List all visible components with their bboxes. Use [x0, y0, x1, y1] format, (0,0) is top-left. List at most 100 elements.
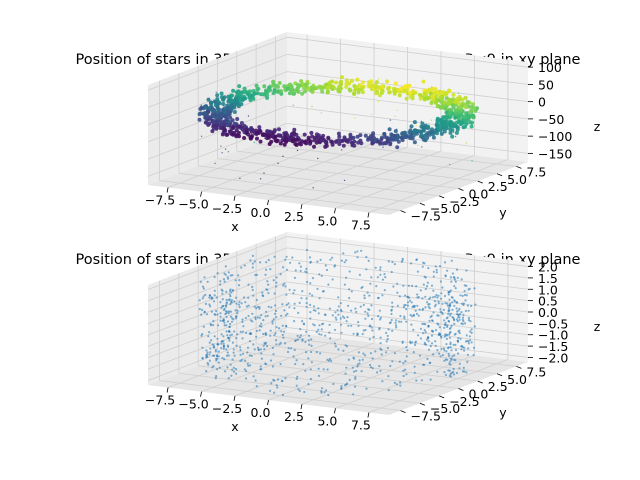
scatter-point [463, 105, 468, 110]
scatter-point [317, 157, 319, 160]
scatter-point [239, 330, 242, 333]
scatter-point [454, 124, 459, 129]
scatter-point [283, 309, 286, 312]
scatter-point [468, 287, 471, 290]
scatter-point [328, 357, 331, 361]
scatter-point [370, 141, 375, 146]
scatter-point [277, 162, 279, 165]
scatter-point [337, 305, 340, 308]
scatter-point [220, 126, 225, 131]
scatter-point [229, 363, 232, 366]
scatter-point [342, 349, 345, 352]
scatter-point [305, 271, 308, 274]
y-tick-mark [419, 202, 426, 206]
scatter-point [246, 351, 249, 354]
scatter-point [299, 334, 302, 337]
scatter-point [285, 303, 288, 306]
grid-line [147, 304, 288, 359]
scatter-point [232, 318, 235, 321]
y-tick-label: 2.5 [488, 179, 508, 194]
scatter-point [256, 316, 260, 319]
scatter-point [462, 320, 465, 323]
scatter-point [424, 331, 427, 334]
scatter-point [437, 302, 440, 305]
y-tick-mark [477, 180, 483, 184]
scatter-point [448, 290, 451, 293]
scatter-point [387, 328, 390, 331]
scatter-point [448, 331, 451, 334]
scatter-point [337, 296, 340, 299]
x-tick-label: −2.5 [212, 401, 242, 416]
scatter-point [361, 358, 364, 361]
scatter-point [260, 314, 263, 317]
x-tick-label: 7.5 [351, 218, 371, 233]
scatter-point [258, 307, 261, 310]
scatter-point [215, 93, 220, 98]
scatter-point [249, 331, 252, 335]
scatter-point [439, 99, 444, 104]
scatter-point [473, 325, 476, 328]
scatter-point [424, 287, 427, 291]
scatter-point [407, 130, 412, 135]
scatter-point [289, 88, 294, 93]
scatter-point [208, 359, 211, 362]
scatter-point [423, 275, 426, 278]
scatter-point [226, 366, 229, 369]
scatter-point [276, 386, 279, 389]
scatter-point [223, 280, 226, 283]
scatter-point [260, 322, 263, 325]
scatter-point [215, 102, 220, 107]
scatter-point [220, 342, 223, 345]
scatter-point [397, 320, 401, 323]
scatter-point [416, 293, 419, 296]
scatter-point [401, 257, 404, 260]
scatter-point [227, 271, 230, 274]
scatter-point [412, 140, 417, 145]
scatter-point [370, 317, 374, 321]
scatter-point [282, 284, 285, 287]
scatter-point [454, 359, 457, 362]
scatter-point [450, 349, 453, 352]
scatter-point [218, 366, 221, 369]
scatter-point [379, 336, 382, 339]
scatter-point [470, 120, 475, 125]
scatter-point [248, 354, 251, 357]
scatter-point [251, 266, 254, 269]
scatter-point [447, 369, 450, 372]
scatter-point [262, 332, 265, 336]
scatter-point [230, 291, 233, 294]
y-tick-label: −7.5 [411, 209, 441, 224]
scatter-point [278, 133, 283, 138]
y-tick-mark [400, 210, 406, 213]
scatter-point [457, 337, 460, 340]
scatter-point [452, 343, 455, 346]
scatter-point [339, 75, 344, 80]
scatter-point [468, 335, 471, 338]
scatter-point [305, 248, 309, 252]
scatter-point [305, 305, 308, 308]
scatter-point [374, 91, 379, 96]
scatter-point [469, 330, 472, 333]
scatter-point [390, 318, 393, 322]
scatter-point [414, 340, 418, 343]
scatter-point [235, 117, 240, 121]
scatter-point [419, 289, 422, 292]
scatter-point [227, 277, 230, 280]
scatter-point [408, 299, 412, 302]
scatter-point [459, 113, 464, 118]
scatter-point [411, 89, 415, 94]
scatter-point [213, 335, 216, 338]
x-tick-label: −2.5 [212, 201, 242, 216]
scatter-point [330, 359, 333, 363]
scatter-point [319, 352, 322, 355]
grid-line [147, 36, 288, 91]
scatter-point [310, 134, 315, 139]
scatter-point [225, 121, 228, 123]
z-tick-label: 0 [538, 95, 546, 110]
scatter-point [461, 370, 465, 373]
scatter-point [211, 119, 216, 124]
scatter-point [317, 367, 320, 370]
scatter-point [232, 366, 235, 369]
scatter-point [334, 311, 337, 314]
scatter-point [259, 365, 262, 368]
